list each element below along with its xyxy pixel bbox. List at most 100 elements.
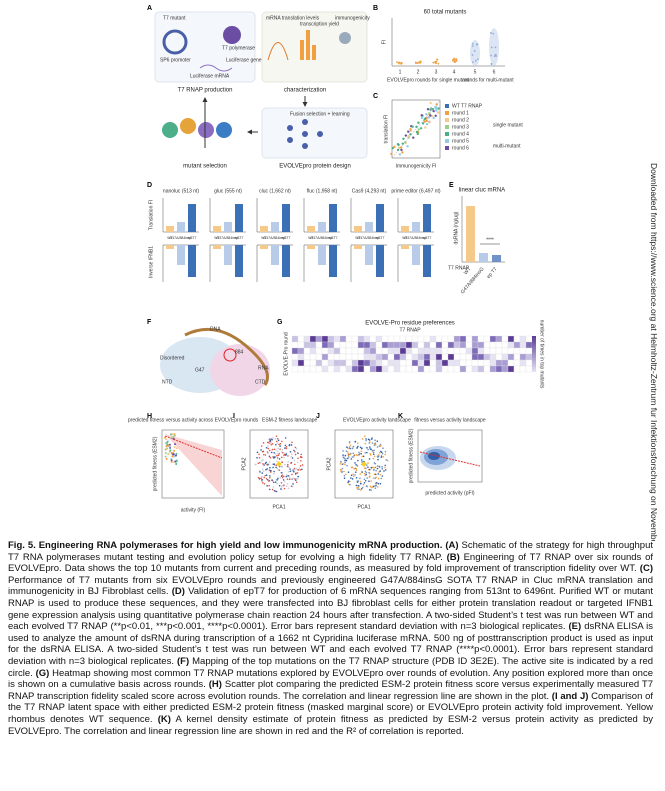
- point: [378, 452, 381, 454]
- group-label: ep T7: [235, 236, 244, 240]
- cell: [435, 335, 443, 343]
- point: [264, 454, 267, 456]
- point: [283, 453, 286, 456]
- point: [400, 148, 403, 152]
- point: [378, 466, 381, 468]
- point: [347, 480, 350, 482]
- cell: [375, 353, 383, 361]
- point: [360, 487, 363, 490]
- point: [348, 446, 351, 448]
- point: [271, 479, 273, 481]
- cell: [489, 353, 497, 361]
- cell: [519, 341, 527, 349]
- label: transcription yield: [300, 21, 339, 27]
- point: [292, 469, 294, 471]
- point: [402, 137, 405, 140]
- cell: [381, 365, 389, 373]
- cell: [375, 347, 383, 355]
- point: [266, 485, 268, 487]
- point: [437, 107, 440, 110]
- cell: [393, 347, 401, 355]
- cell: [441, 347, 449, 355]
- panel-g: EVOLVE-Pro residue preferences T7 RNAP E…: [283, 320, 544, 389]
- bar: [318, 245, 326, 265]
- point: [347, 471, 350, 474]
- point: [260, 477, 262, 480]
- point: [275, 490, 278, 493]
- point: [268, 438, 271, 441]
- point: [294, 463, 296, 466]
- cell: [411, 353, 419, 361]
- cell: [399, 365, 407, 373]
- point: [275, 435, 278, 437]
- density: [428, 452, 440, 460]
- point: [428, 111, 431, 115]
- cell: [333, 365, 341, 373]
- point: [295, 467, 298, 470]
- point: [368, 458, 371, 460]
- cell: [471, 335, 479, 343]
- point: [357, 486, 360, 489]
- point: [294, 473, 297, 475]
- point: [274, 438, 277, 440]
- point: [363, 481, 366, 484]
- point: [364, 474, 367, 477]
- axis-label: PCA2: [241, 457, 247, 470]
- cell: [477, 347, 485, 355]
- cell: [405, 359, 413, 367]
- cell-icon: [339, 32, 351, 44]
- point: [352, 456, 355, 458]
- cell: [297, 359, 305, 367]
- point: [266, 463, 268, 466]
- cell: [519, 353, 527, 361]
- cell: [447, 353, 455, 361]
- point: [173, 449, 176, 452]
- caption-text: Engineering of T7 RNAP over six rounds o…: [8, 551, 654, 575]
- bar: [466, 206, 475, 262]
- point: [281, 484, 284, 487]
- cell: [399, 353, 407, 361]
- point: [280, 486, 283, 488]
- bar: [282, 204, 290, 232]
- subtitle: T7 RNAP: [399, 327, 421, 333]
- cell: [429, 359, 437, 367]
- cell: [411, 347, 419, 355]
- bar: [166, 245, 174, 249]
- point: [339, 460, 342, 463]
- wt-marker: [361, 461, 367, 467]
- point: [377, 482, 380, 485]
- group-label: G47A/884insG: [405, 236, 428, 240]
- point: [398, 61, 401, 64]
- bar: [235, 204, 243, 232]
- point: [301, 468, 303, 471]
- point: [287, 475, 289, 477]
- panel-label: H: [147, 413, 152, 420]
- point: [283, 456, 285, 459]
- point: [453, 60, 456, 63]
- point: [286, 483, 289, 485]
- cell: [429, 353, 437, 361]
- point: [301, 464, 304, 466]
- point: [256, 451, 259, 454]
- cell: [429, 365, 437, 373]
- title: linear cluc mRNA: [459, 188, 505, 194]
- cell: [363, 365, 371, 373]
- cell: [489, 359, 497, 367]
- cell: [309, 341, 317, 349]
- point: [342, 463, 345, 465]
- cell: [423, 347, 431, 355]
- point: [371, 438, 373, 440]
- cell: [441, 365, 449, 373]
- point: [269, 476, 271, 479]
- point: [373, 467, 375, 469]
- point: [258, 453, 260, 456]
- point: [435, 103, 438, 106]
- title: EVOLVEpro activity landscape: [343, 417, 411, 423]
- cell: [387, 359, 395, 367]
- axis-label: PCA1: [272, 504, 285, 510]
- cell: [405, 335, 413, 343]
- bar: [177, 222, 185, 232]
- cell: [459, 341, 467, 349]
- point: [294, 479, 297, 481]
- point: [368, 475, 371, 478]
